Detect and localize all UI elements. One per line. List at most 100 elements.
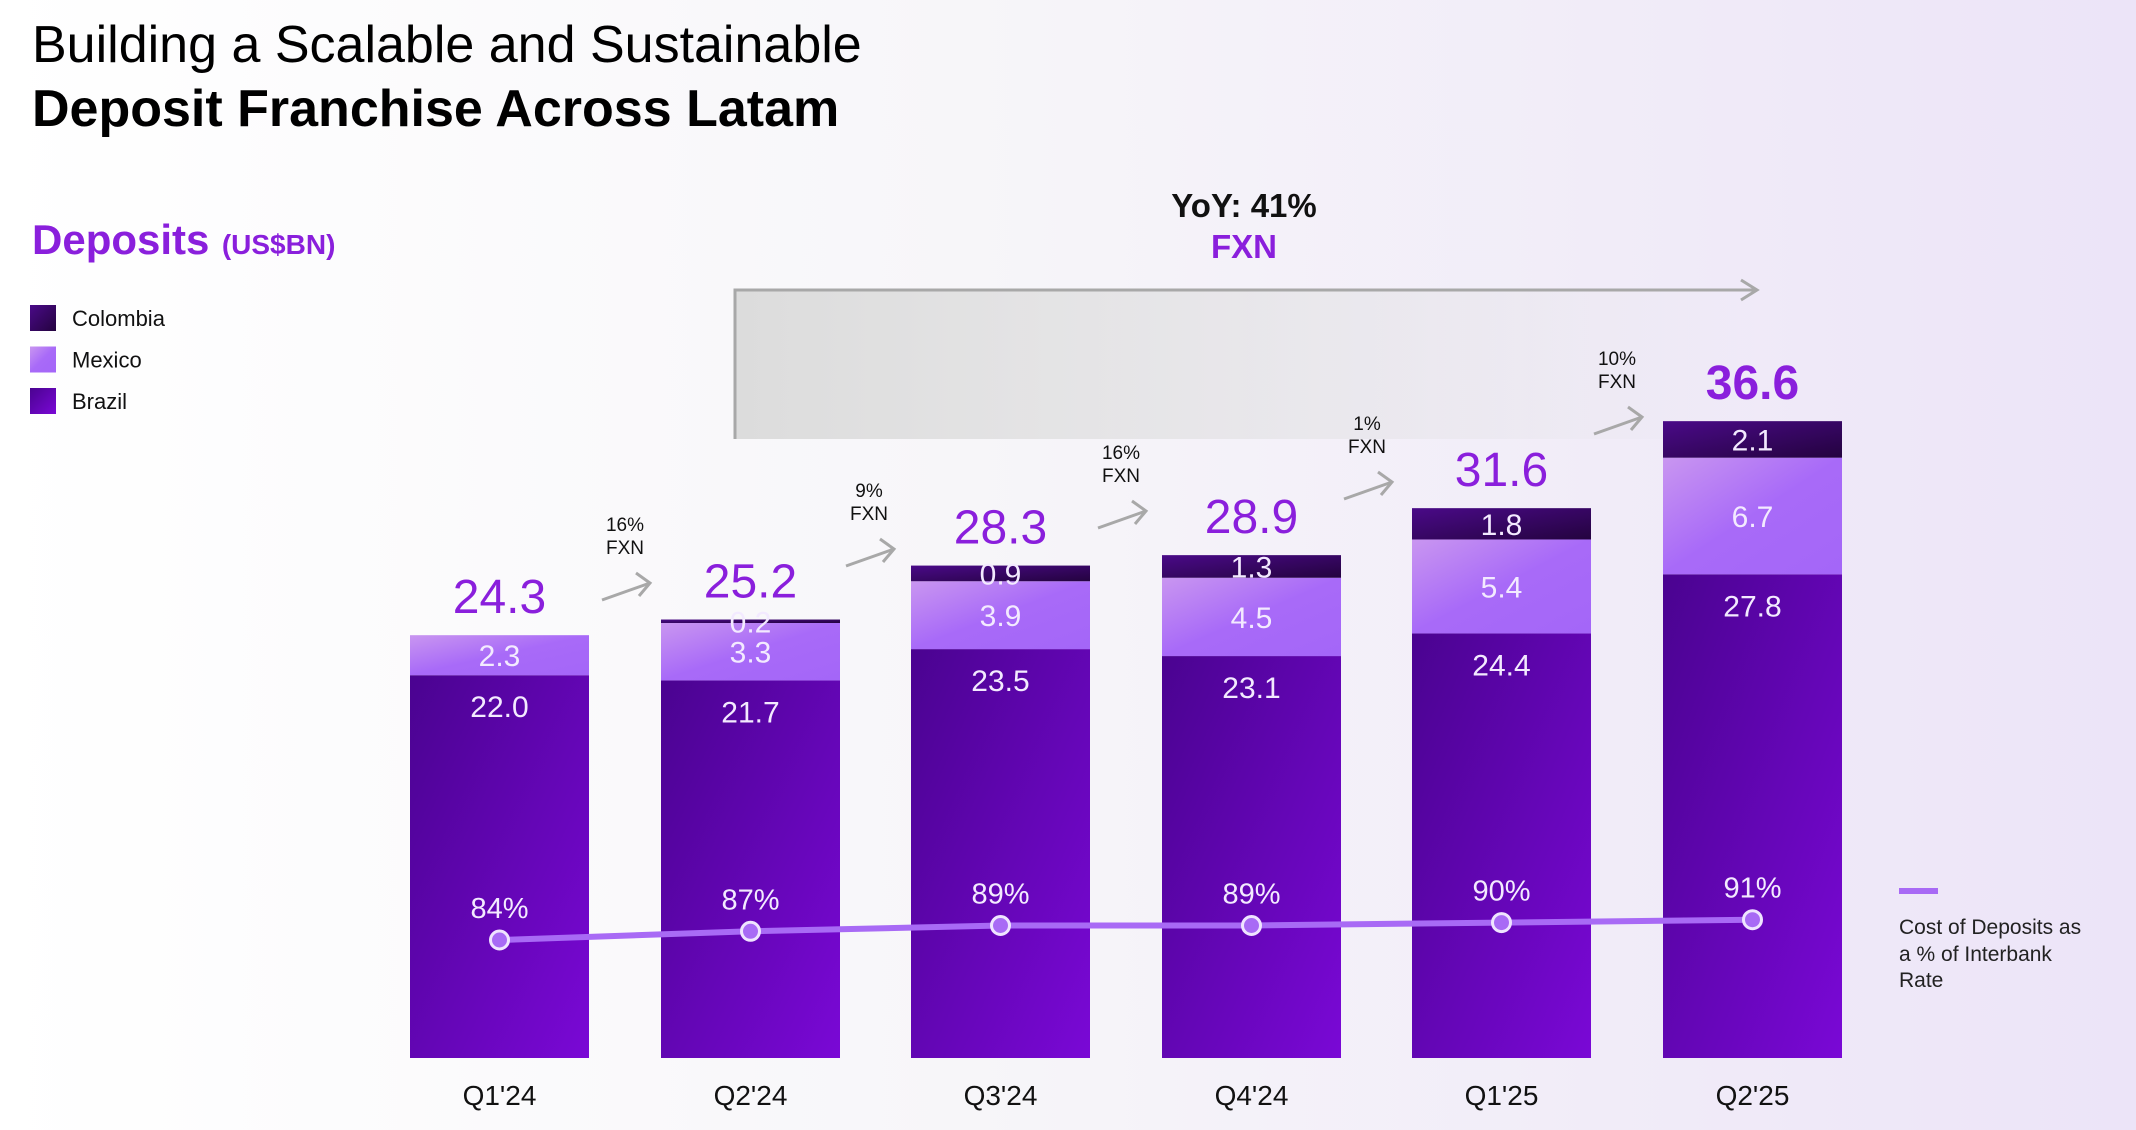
growth-arrow-icon <box>845 547 895 568</box>
bar-brazil <box>410 675 589 1058</box>
bar-label-mexico: 2.3 <box>479 640 521 673</box>
bar-mexico <box>661 623 840 681</box>
growth-arrowhead-icon <box>635 571 653 597</box>
cost-line-point <box>489 929 510 951</box>
bar-brazil <box>911 649 1090 1058</box>
chart-unit: (US$BN) <box>222 229 336 260</box>
page-title-line2: Deposit Franchise Across Latam <box>32 80 839 138</box>
legend-swatch-colombia <box>30 305 56 331</box>
legend-label-mexico: Mexico <box>72 348 142 373</box>
bar-label-mexico: 3.9 <box>980 600 1022 633</box>
growth-pct: 9% <box>855 481 883 502</box>
bar-brazil <box>1412 633 1591 1058</box>
bar-label-brazil: 23.5 <box>971 665 1029 698</box>
legend-label-colombia: Colombia <box>72 306 166 331</box>
bar-label-brazil: 23.1 <box>1222 672 1280 705</box>
bar-label-brazil: 27.8 <box>1723 590 1781 623</box>
bar-total-label: 28.3 <box>954 502 1047 555</box>
growth-label: FXN <box>1598 372 1636 393</box>
bar-label-colombia: 2.1 <box>1732 424 1774 457</box>
bar-label-mexico: 3.3 <box>730 637 772 670</box>
growth-arrowhead-icon <box>1131 499 1149 525</box>
growth-pct: 10% <box>1598 349 1636 370</box>
growth-label: FXN <box>1102 466 1140 487</box>
growth-arrowhead-icon <box>879 537 897 563</box>
x-axis: Q1'24 Q2'24 Q3'24 Q4'24 Q1'25 Q2'25 <box>463 1080 1790 1111</box>
bar-total-label: 36.6 <box>1706 357 1799 410</box>
bar-total-label: 28.9 <box>1205 491 1298 544</box>
bar-mexico <box>1412 539 1591 634</box>
growth-arrow-icon <box>1097 509 1147 530</box>
legend-label-brazil: Brazil <box>72 389 127 414</box>
chart-title-text: Deposits <box>32 216 209 263</box>
bar-brazil <box>1162 656 1341 1058</box>
bar-mexico <box>1663 457 1842 575</box>
legend-swatch-mexico <box>30 346 56 373</box>
line-legend-text-1: Cost of Deposits as <box>1899 916 2081 939</box>
cost-line-path <box>499 916 1753 943</box>
cost-line-label: 84% <box>470 893 528 925</box>
cost-line-label: 87% <box>721 884 779 916</box>
growth-pct: 16% <box>606 515 644 536</box>
line-legend-text-3: Rate <box>1899 969 1943 992</box>
bar-total-label: 24.3 <box>453 571 546 624</box>
growth-arrow-icon <box>601 581 651 602</box>
legend-swatch-brazil <box>30 388 56 414</box>
growth-label: FXN <box>850 504 888 525</box>
bar-total-label: 31.6 <box>1455 444 1548 497</box>
x-tick-label: Q1'24 <box>463 1080 537 1111</box>
cost-line: 84% 87% 89% 89% 90% 91% <box>470 873 1782 951</box>
bar-label-brazil: 24.4 <box>1472 649 1530 682</box>
bar-mexico <box>410 635 589 676</box>
bar-label-colombia: 1.3 <box>1231 551 1273 584</box>
cost-line-point <box>990 915 1011 936</box>
yoy-bracket: YoY: 41% FXN <box>733 187 1760 439</box>
bar-label-mexico: 6.7 <box>1732 501 1774 534</box>
growth-arrowhead-icon <box>1627 405 1645 431</box>
growth-pct: 1% <box>1353 414 1381 435</box>
cost-line-point <box>1491 912 1512 934</box>
growth-label: FXN <box>1348 437 1386 458</box>
line-legend-text-2: a % of Interbank <box>1899 943 2052 966</box>
bar-brazil <box>661 680 840 1058</box>
bar-label-colombia: 1.8 <box>1481 509 1523 542</box>
bar-total-label: 25.2 <box>704 556 797 609</box>
x-tick-label: Q2'25 <box>1716 1080 1790 1111</box>
cost-line-point <box>1742 909 1763 931</box>
bar-mexico <box>1162 577 1341 657</box>
legend: Colombia Mexico Brazil <box>30 305 166 414</box>
cost-line-label: 89% <box>971 879 1029 911</box>
x-tick-label: Q2'24 <box>714 1080 788 1111</box>
yoy-bracket-line <box>733 288 1757 439</box>
bar-label-colombia: 0.9 <box>980 558 1022 591</box>
bar-mexico <box>911 581 1090 650</box>
bar-colombia <box>1663 421 1842 458</box>
bar-label-colombia: 0.2 <box>730 606 772 639</box>
growth-arrow-icon <box>1593 415 1643 436</box>
bar-label-brazil: 21.7 <box>721 696 779 729</box>
bar-label-brazil: 22.0 <box>470 691 528 724</box>
yoy-arrowhead-icon <box>1740 278 1760 302</box>
cost-line-label: 91% <box>1723 873 1781 905</box>
growth-pct: 16% <box>1102 443 1140 464</box>
x-tick-label: Q3'24 <box>964 1080 1038 1111</box>
yoy-label: YoY: 41% <box>1171 187 1317 224</box>
yoy-sub: FXN <box>1211 228 1277 265</box>
cost-line-point <box>740 920 761 942</box>
bars: 22.0 2.3 24.3 21.7 3.30.225.2 23.5 3.9 0.928.3 2… <box>410 357 1842 1058</box>
growth-arrowhead-icon <box>1377 470 1395 496</box>
bar-colombia <box>911 565 1090 582</box>
growth-label: FXN <box>606 538 644 559</box>
x-tick-label: Q1'25 <box>1465 1080 1539 1111</box>
bar-brazil <box>1663 574 1842 1058</box>
bar-colombia <box>1412 508 1591 540</box>
bar-label-mexico: 4.5 <box>1231 602 1273 635</box>
bar-colombia <box>661 619 840 623</box>
x-tick-label: Q4'24 <box>1215 1080 1289 1111</box>
line-legend: Cost of Deposits as a % of Interbank Rat… <box>1899 888 2081 992</box>
cost-line-label: 90% <box>1472 876 1530 908</box>
growth-arrow-icon <box>1343 480 1393 501</box>
page-title-line1: Building a Scalable and Sustainable <box>32 16 862 74</box>
